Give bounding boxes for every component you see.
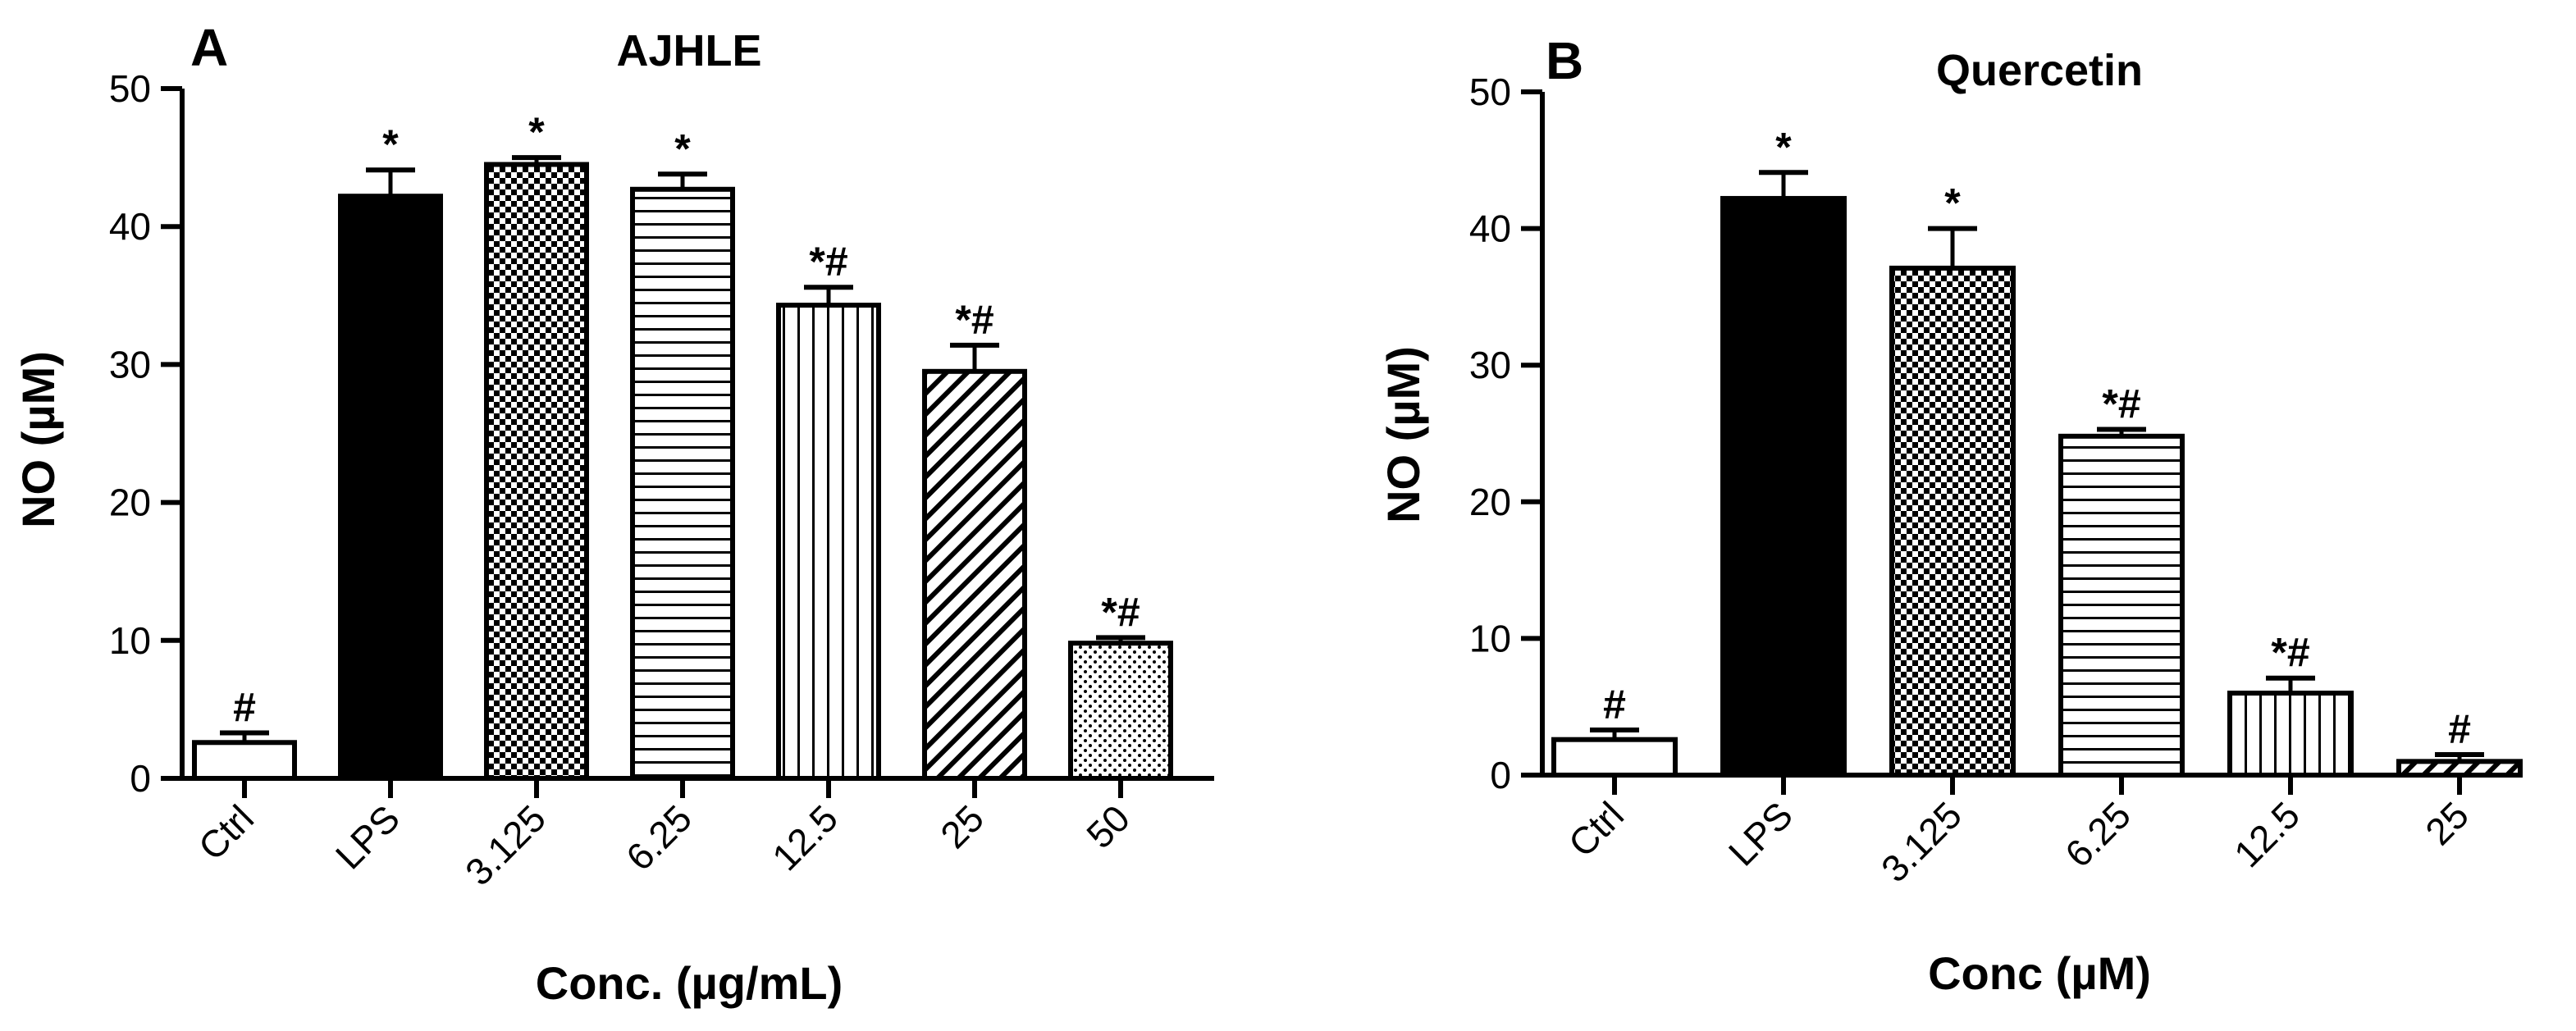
bars: # * * * *# *# *#	[192, 109, 1173, 782]
x-tick-label: 3.125	[457, 796, 554, 893]
chart-title: Quercetin	[1936, 46, 2143, 95]
bar	[2227, 691, 2354, 778]
bar-group: #	[2396, 706, 2523, 778]
y-tick-label: 30	[1469, 344, 1511, 386]
x-tick-label: 25	[2417, 793, 2477, 853]
bar-group: #	[192, 684, 297, 782]
bar	[776, 303, 881, 782]
bars: # * * *# *# #	[1551, 124, 2523, 778]
bar	[1720, 195, 1847, 778]
panel-a: A AJHLE NO (µM) Conc. (µg/mL) 0 10 20 30 40 5…	[12, 18, 1214, 1009]
y-axis: 0 10 20 30 40 50	[1469, 71, 1545, 796]
bar	[1068, 641, 1173, 781]
bar-group: *	[1889, 180, 2016, 778]
significance-label: *	[1944, 180, 1961, 226]
bar	[192, 740, 297, 782]
bar-group: *#	[776, 239, 881, 782]
bar	[630, 186, 735, 781]
significance-label: *	[1775, 124, 1792, 170]
y-ticks: 0 10 20 30 40 50	[1469, 71, 1542, 796]
bar	[2396, 759, 2523, 778]
y-ticks: 0 10 20 30 40 50	[109, 67, 182, 800]
x-tick-label: Ctrl	[1560, 793, 1632, 864]
chart-title: AJHLE	[616, 26, 761, 75]
y-axis-label: NO (µM)	[1377, 346, 1429, 523]
bar-group: *	[338, 121, 443, 782]
y-axis: 0 10 20 30 40 50	[109, 67, 185, 800]
x-axis-label: Conc (µM)	[1928, 947, 2151, 999]
y-tick-label: 20	[109, 481, 151, 524]
significance-label: *	[674, 125, 691, 171]
bar-group: *#	[922, 297, 1027, 781]
significance-label: *#	[1101, 589, 1140, 635]
x-ticks: Ctrl LPS 3.125 6.25 12.5 25 50	[190, 778, 1138, 893]
bar-group: *#	[1068, 589, 1173, 781]
y-tick-label: 40	[1469, 208, 1511, 250]
significance-label: *#	[809, 239, 847, 285]
x-ticks: Ctrl LPS 3.125 6.25 12.5 25	[1560, 775, 2477, 890]
y-tick-label: 0	[130, 757, 151, 800]
significance-label: *	[528, 109, 545, 155]
x-tick-label: 25	[932, 796, 992, 856]
y-tick-label: 0	[1490, 754, 1511, 796]
x-tick-label: 6.25	[2057, 793, 2139, 875]
significance-label: #	[2448, 706, 2471, 752]
significance-label: #	[233, 684, 256, 730]
x-tick-label: 12.5	[764, 796, 846, 878]
bar-group: *	[1720, 124, 1847, 778]
significance-label: *#	[955, 297, 993, 343]
x-tick-label: 12.5	[2226, 793, 2308, 875]
x-tick-label: 50	[1078, 796, 1138, 856]
bar-group: *#	[2227, 630, 2354, 778]
significance-label: #	[1603, 682, 1626, 728]
bar-group: #	[1551, 682, 1678, 778]
x-tick-label: LPS	[327, 796, 408, 877]
significance-label: *#	[2271, 630, 2309, 676]
x-tick-label: LPS	[1720, 793, 1801, 874]
significance-label: *	[382, 121, 399, 167]
significance-label: *#	[2102, 381, 2140, 427]
panel-letter: A	[190, 18, 228, 77]
panel-letter: B	[1546, 31, 1583, 90]
bar	[1889, 265, 2016, 778]
y-tick-label: 40	[109, 205, 151, 248]
x-tick-label: 3.125	[1873, 793, 1970, 890]
bar	[338, 194, 443, 782]
y-axis-label: NO (µM)	[12, 351, 64, 528]
y-tick-label: 20	[1469, 481, 1511, 523]
y-tick-label: 50	[1469, 71, 1511, 113]
y-tick-label: 50	[109, 67, 151, 110]
x-tick-label: 6.25	[618, 796, 700, 878]
x-tick-label: Ctrl	[190, 796, 262, 868]
y-tick-label: 30	[109, 343, 151, 385]
bar-group: *	[630, 125, 735, 781]
y-tick-label: 10	[1469, 617, 1511, 659]
bar-group: *	[484, 109, 589, 781]
bar	[1551, 737, 1678, 778]
bar	[484, 162, 589, 781]
x-axis-label: Conc. (µg/mL)	[536, 957, 843, 1009]
bar-group: *#	[2058, 381, 2185, 778]
panel-b: B Quercetin NO (µM) Conc (µM) 0 10 20 30 40 5…	[1377, 31, 2523, 999]
bar	[2058, 433, 2185, 778]
bar	[922, 368, 1027, 781]
y-tick-label: 10	[109, 619, 151, 662]
